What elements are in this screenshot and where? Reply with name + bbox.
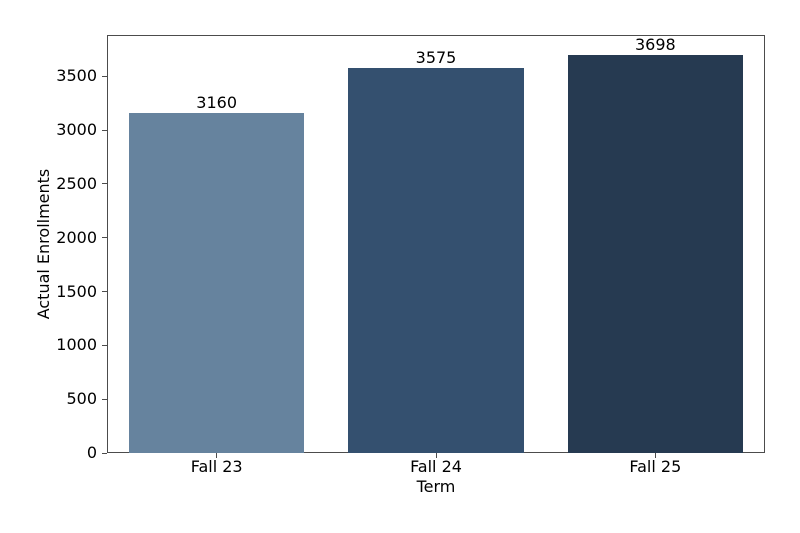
bar-value-label: 3160 <box>196 93 238 112</box>
y-tick-mark <box>102 183 107 185</box>
x-tick-label: Fall 23 <box>190 457 243 476</box>
y-tick-mark <box>102 75 107 77</box>
x-tick-mark <box>435 453 437 458</box>
y-tick-label: 1000 <box>56 335 97 355</box>
x-tick-label: Fall 25 <box>629 457 682 476</box>
y-tick-label: 3000 <box>56 120 97 140</box>
y-tick-label: 2500 <box>56 173 97 193</box>
bar <box>348 68 524 453</box>
x-tick-mark <box>216 453 218 458</box>
y-tick-mark <box>102 398 107 400</box>
bar-value-label: 3575 <box>415 48 457 67</box>
y-tick-label: 1500 <box>56 281 97 301</box>
x-tick-label: Fall 24 <box>410 457 462 476</box>
y-tick-label: 500 <box>66 389 97 409</box>
y-tick-label: 3500 <box>56 66 97 86</box>
bar <box>128 113 305 453</box>
y-tick-mark <box>102 291 107 293</box>
y-tick-label: 0 <box>86 443 97 462</box>
y-tick-mark <box>102 344 107 346</box>
bar <box>567 55 744 453</box>
x-axis-label: Term <box>416 477 456 496</box>
bar-value-label: 3698 <box>634 35 676 54</box>
y-tick-label: 2000 <box>56 227 97 247</box>
x-tick-mark <box>654 453 656 458</box>
y-tick-mark <box>102 452 107 454</box>
y-tick-mark <box>102 237 107 239</box>
y-tick-mark <box>102 129 107 131</box>
